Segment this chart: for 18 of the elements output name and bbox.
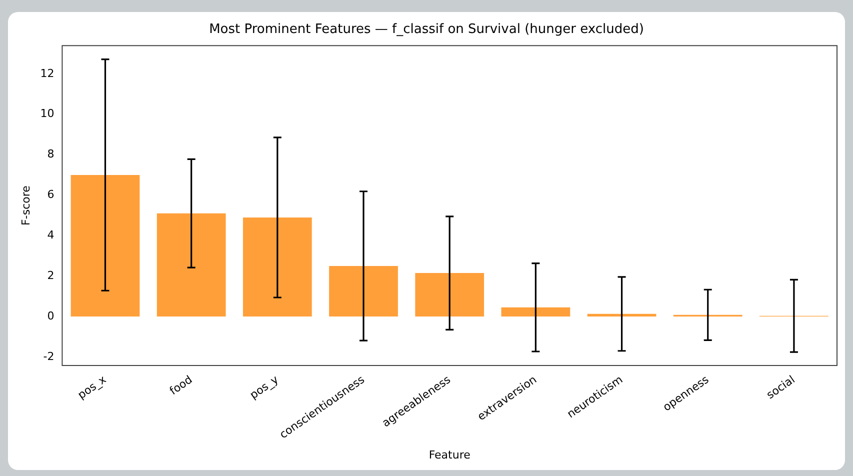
bar: [415, 273, 484, 317]
bar: [156, 213, 226, 317]
y-tick-label: 0: [47, 309, 54, 322]
chart-title: Most Prominent Features — f_classif on Survival (hunger excluded): [209, 22, 644, 38]
bar: [242, 217, 312, 317]
y-tick-label: 12: [40, 66, 54, 80]
y-tick-label: 2: [47, 268, 54, 282]
y-tick-label: 6: [47, 188, 54, 202]
y-axis-title: F-score: [19, 185, 32, 226]
y-tick-label: 8: [47, 148, 54, 161]
y-tick-label: 10: [40, 107, 54, 120]
bar: [70, 174, 140, 317]
bar: [501, 307, 570, 317]
bar: [587, 314, 656, 317]
bar: [329, 266, 398, 317]
x-axis-title: Feature: [428, 448, 471, 462]
y-tick-label: 4: [47, 228, 54, 242]
y-tick-label: -2: [43, 350, 54, 363]
